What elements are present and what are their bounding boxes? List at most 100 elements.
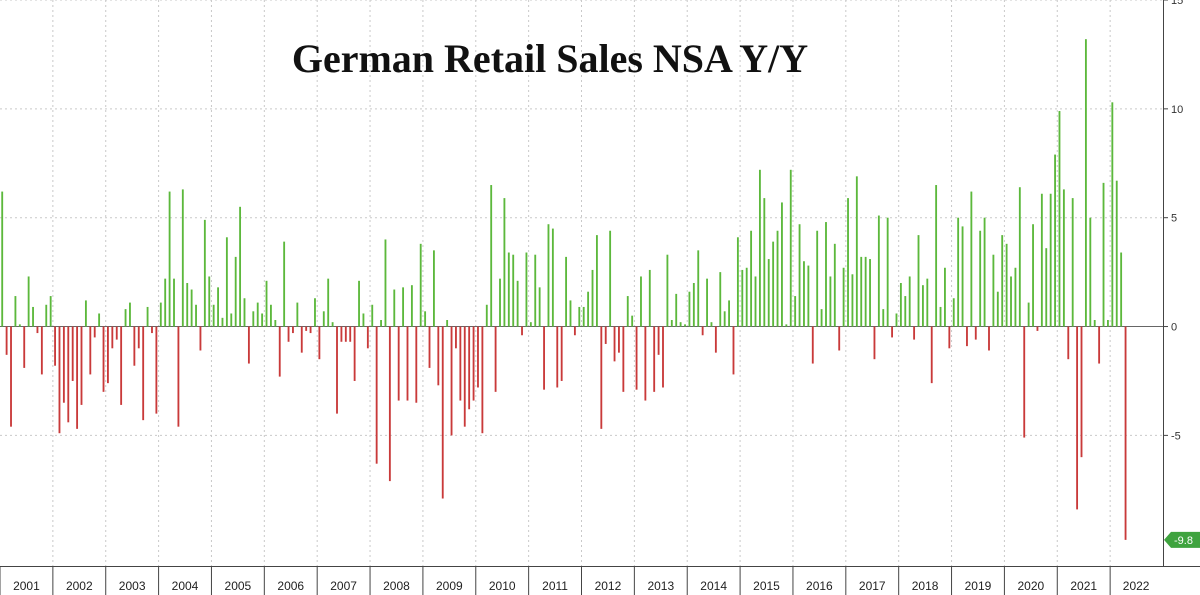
bar xyxy=(485,304,488,327)
x-tick-label: 2021 xyxy=(1070,579,1097,593)
bar xyxy=(578,306,581,327)
bar xyxy=(657,326,660,355)
bar xyxy=(58,326,61,434)
bar xyxy=(917,235,920,327)
bar xyxy=(604,326,607,344)
bar xyxy=(644,326,647,401)
bar xyxy=(14,296,17,327)
bar xyxy=(120,326,123,405)
bar xyxy=(371,304,374,327)
bar xyxy=(353,326,356,381)
bar xyxy=(692,283,695,327)
bar xyxy=(670,320,673,327)
bar xyxy=(930,326,933,384)
bar xyxy=(626,296,629,327)
bar xyxy=(512,254,515,327)
bar xyxy=(921,285,924,327)
x-tick-label: 2003 xyxy=(119,579,146,593)
bar xyxy=(895,313,898,327)
bar xyxy=(133,326,136,366)
bar xyxy=(265,280,268,327)
bar xyxy=(1058,111,1061,327)
bar xyxy=(551,228,554,327)
bar xyxy=(1032,224,1034,327)
bar xyxy=(256,302,259,327)
bar xyxy=(992,254,995,327)
x-tick-label: 2004 xyxy=(172,579,199,593)
bar xyxy=(939,306,942,327)
bar xyxy=(970,191,973,327)
bar xyxy=(190,289,193,327)
y-tick-label: 15 xyxy=(1171,0,1183,7)
bar xyxy=(723,311,726,327)
x-tick-label: 2002 xyxy=(66,579,93,593)
bar xyxy=(816,230,819,327)
bar xyxy=(1049,193,1052,327)
bar xyxy=(340,326,343,342)
bar xyxy=(151,326,153,334)
bar xyxy=(195,304,197,327)
bar xyxy=(419,243,422,327)
bar xyxy=(957,217,960,327)
bar xyxy=(869,259,871,327)
bar xyxy=(728,300,730,327)
bar xyxy=(181,189,184,327)
y-tick-label: 5 xyxy=(1171,213,1177,225)
bar xyxy=(776,230,779,327)
bar xyxy=(732,326,735,375)
bar xyxy=(49,296,52,327)
y-tick-label: -5 xyxy=(1171,430,1181,442)
bar xyxy=(252,311,255,327)
bar xyxy=(221,317,224,327)
bar xyxy=(309,326,312,334)
bar xyxy=(750,230,753,327)
bar xyxy=(1080,326,1083,458)
bar xyxy=(1040,193,1043,327)
bar xyxy=(441,326,444,499)
bar xyxy=(825,222,827,327)
last-value-text: -9.8 xyxy=(1174,535,1193,547)
bar xyxy=(688,291,691,327)
bar xyxy=(36,326,39,334)
bar xyxy=(18,324,21,327)
bar xyxy=(684,324,686,327)
bar xyxy=(609,230,612,327)
y-axis-ticks: -5 0 5 10 15 xyxy=(1163,0,1183,442)
bar xyxy=(662,326,664,388)
bar xyxy=(344,326,347,342)
x-tick-label: 2009 xyxy=(436,579,463,593)
bar xyxy=(767,259,770,327)
x-axis-ticks: 2001 2002 2003 2004 2005 2006 2007 2008 2009 2010… xyxy=(0,566,1150,595)
x-tick-label: 2008 xyxy=(383,579,410,593)
bar xyxy=(944,267,946,327)
x-tick-label: 2005 xyxy=(225,579,252,593)
bar xyxy=(164,278,167,327)
bar xyxy=(983,217,986,327)
bar xyxy=(446,320,449,327)
bar xyxy=(811,326,814,364)
bar xyxy=(877,215,880,327)
bar xyxy=(710,322,713,327)
bar xyxy=(494,326,497,392)
bar xyxy=(234,256,237,327)
bar xyxy=(666,254,669,327)
bar xyxy=(952,298,955,327)
bar xyxy=(1010,276,1012,327)
bar xyxy=(283,241,286,327)
bar xyxy=(886,217,889,327)
bar xyxy=(261,313,264,327)
bar xyxy=(529,322,532,327)
bar xyxy=(503,198,506,327)
bar xyxy=(1045,248,1048,327)
x-tick-label: 2022 xyxy=(1123,579,1150,593)
bar xyxy=(966,326,968,347)
bar xyxy=(763,198,766,327)
bar xyxy=(1062,189,1065,327)
x-tick-label: 2016 xyxy=(806,579,833,593)
bar xyxy=(820,309,823,327)
bar xyxy=(76,326,79,429)
bar xyxy=(860,256,863,327)
bar xyxy=(1067,326,1070,360)
bar xyxy=(477,326,479,388)
bar xyxy=(1076,326,1079,510)
